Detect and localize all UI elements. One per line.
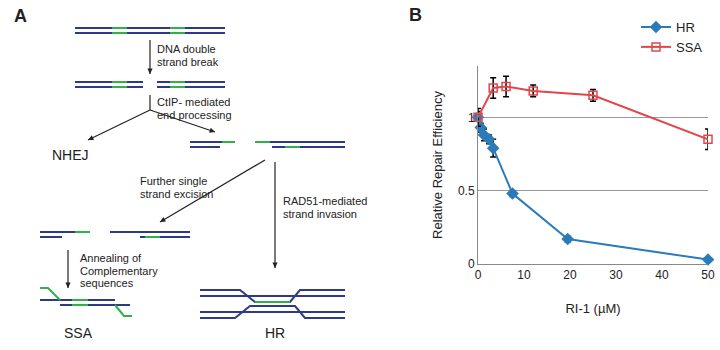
svg-text:RI-1 (µM): RI-1 (µM) [565,301,620,316]
svg-text:CtIP- mediatedend processing: CtIP- mediatedend processing [157,96,232,121]
svg-text:Further singlestrand excision: Further singlestrand excision [140,175,213,200]
svg-text:1: 1 [468,111,475,125]
svg-text:SSA: SSA [64,325,93,341]
svg-text:30: 30 [609,268,623,282]
svg-text:NHEJ: NHEJ [52,147,89,163]
svg-text:20: 20 [563,268,577,282]
svg-text:HR: HR [676,20,695,35]
svg-text:0.5: 0.5 [458,184,475,198]
svg-text:Annealing ofComplementaryseque: Annealing ofComplementarysequences [80,252,158,289]
svg-text:A: A [14,6,27,26]
svg-text:B: B [409,5,422,25]
svg-text:SSA: SSA [676,40,702,55]
svg-text:40: 40 [655,268,669,282]
svg-text:10: 10 [517,268,531,282]
svg-text:DNA doublestrand break: DNA doublestrand break [157,43,219,68]
svg-text:50: 50 [701,268,715,282]
svg-text:RAD51-mediatedstrand invasion: RAD51-mediatedstrand invasion [283,195,367,220]
svg-text:0: 0 [468,257,475,271]
svg-text:Relative Repair Efficiency: Relative Repair Efficiency [430,91,445,239]
svg-text:0: 0 [475,268,482,282]
svg-text:HR: HR [265,325,285,341]
